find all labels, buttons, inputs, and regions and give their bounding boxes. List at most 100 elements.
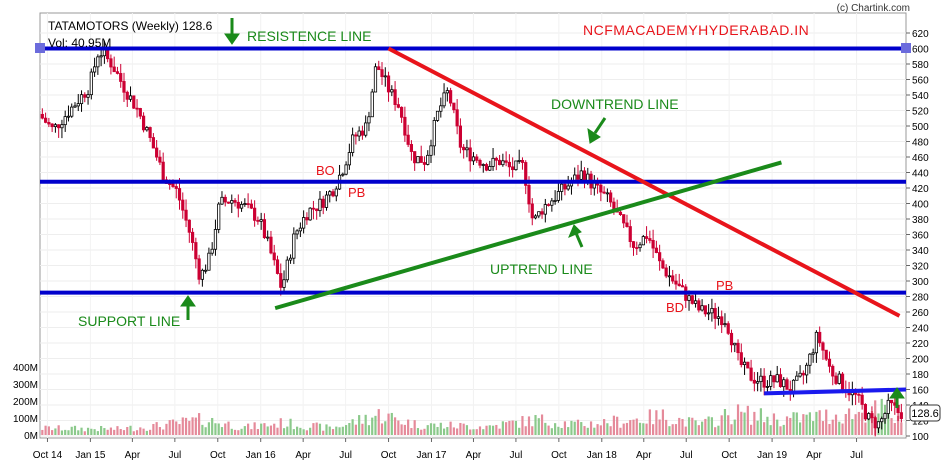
volume-bar <box>723 409 727 435</box>
candle-body <box>553 199 557 202</box>
volume-bar <box>54 428 57 435</box>
volume-axis: 0M 100M 200M 300M 400M <box>13 363 38 442</box>
volume-bar <box>603 419 606 435</box>
volume-bar <box>609 426 612 435</box>
candle-body <box>246 203 250 205</box>
volume-bar <box>113 429 116 435</box>
volume-bar <box>181 417 184 435</box>
volume-bar <box>142 428 145 435</box>
candle-body <box>357 130 361 137</box>
candle-body <box>40 113 44 119</box>
trend-line[interactable] <box>274 160 782 311</box>
volume-bar <box>397 420 400 435</box>
candle-body <box>527 184 531 205</box>
candle-body <box>710 308 714 314</box>
price-tick-label: 500 <box>912 122 929 133</box>
volume-bar <box>599 425 602 435</box>
volume-bar <box>122 430 126 435</box>
candle-body <box>239 203 244 209</box>
candle-body <box>857 393 861 396</box>
candle-body <box>752 379 756 384</box>
volume-bar <box>727 415 730 435</box>
volume-bar <box>544 422 547 435</box>
volume-bar <box>749 424 753 435</box>
volume-bar <box>456 428 459 435</box>
trend-line[interactable] <box>387 46 901 318</box>
volume-bar <box>704 418 707 435</box>
volume-bar <box>674 424 678 435</box>
time-tick-label: Apr <box>295 450 311 461</box>
volume-bar <box>557 426 560 435</box>
volume-bar <box>299 427 302 435</box>
volume-bar <box>103 428 106 435</box>
candle-body <box>112 66 116 73</box>
volume-bar <box>625 422 629 435</box>
candle-body <box>305 217 309 221</box>
volume-bar <box>83 431 86 435</box>
volume-bar <box>652 424 655 435</box>
volume-bar <box>521 416 524 435</box>
annotation-pb-1: PB <box>348 185 365 200</box>
resistance-handle-right[interactable] <box>901 43 911 53</box>
candle-body <box>579 170 583 180</box>
volume-bar <box>400 424 403 435</box>
candle-body <box>458 125 463 148</box>
last-price-value: 128.6 <box>911 408 939 420</box>
candle-body <box>151 137 155 149</box>
breakout-arrow-icon <box>889 387 905 408</box>
volume-bar <box>139 427 142 435</box>
volume-bar <box>328 426 331 435</box>
candle-body <box>324 194 329 208</box>
volume-bar <box>795 412 798 435</box>
volume-bar <box>51 430 54 435</box>
volume-bar <box>655 410 658 435</box>
brand-text: NCFMACADEMYHYDERABAD.IN <box>583 22 809 38</box>
candle-body <box>880 418 884 423</box>
volume-bar <box>198 413 201 435</box>
candle-body <box>217 203 221 230</box>
candle-body <box>840 373 845 391</box>
volume-bar <box>286 426 289 435</box>
price-tick-label: 260 <box>912 308 929 319</box>
time-tick-label: Jul <box>850 450 863 461</box>
volume-bar <box>433 423 436 435</box>
volume-bar <box>495 424 498 435</box>
candle-body <box>298 227 302 232</box>
volume-tick-label: 0M <box>24 431 38 442</box>
volume-bar <box>573 421 576 435</box>
trend-line[interactable] <box>764 387 907 396</box>
candle-body <box>135 107 139 110</box>
candle-body <box>442 92 446 107</box>
candle-body <box>785 379 789 390</box>
price-tick-label: 180 <box>912 370 929 381</box>
volume-bar <box>60 430 64 435</box>
volume-bar <box>697 425 700 435</box>
chart-title: TATAMOTORS (Weekly) 128.6 <box>48 19 213 33</box>
candle-body <box>622 214 626 224</box>
candle-body <box>373 66 378 93</box>
candle-body <box>155 147 159 158</box>
candle-body <box>288 257 293 261</box>
resistance-handle-left[interactable] <box>35 43 45 53</box>
volume-bar <box>851 419 854 435</box>
volume-bar <box>841 423 844 435</box>
candle-body <box>468 147 472 162</box>
candle-body <box>831 365 835 377</box>
volume-bar <box>547 425 550 435</box>
volume-bar <box>243 426 246 435</box>
volume-bar <box>364 414 367 435</box>
candle-body <box>452 102 456 111</box>
volume-bar <box>184 417 188 435</box>
price-tick-label: 440 <box>912 169 929 180</box>
candle-body <box>236 201 240 209</box>
volume-bar <box>109 427 113 435</box>
candle-body <box>53 124 57 128</box>
candle-body <box>677 283 681 287</box>
volume-bar <box>743 412 746 435</box>
volume-bar <box>260 423 263 435</box>
candle-body <box>517 159 521 162</box>
candle-body <box>625 222 629 227</box>
volume-bar <box>129 425 132 435</box>
volume-bar <box>469 429 472 435</box>
candle-body <box>390 89 394 93</box>
